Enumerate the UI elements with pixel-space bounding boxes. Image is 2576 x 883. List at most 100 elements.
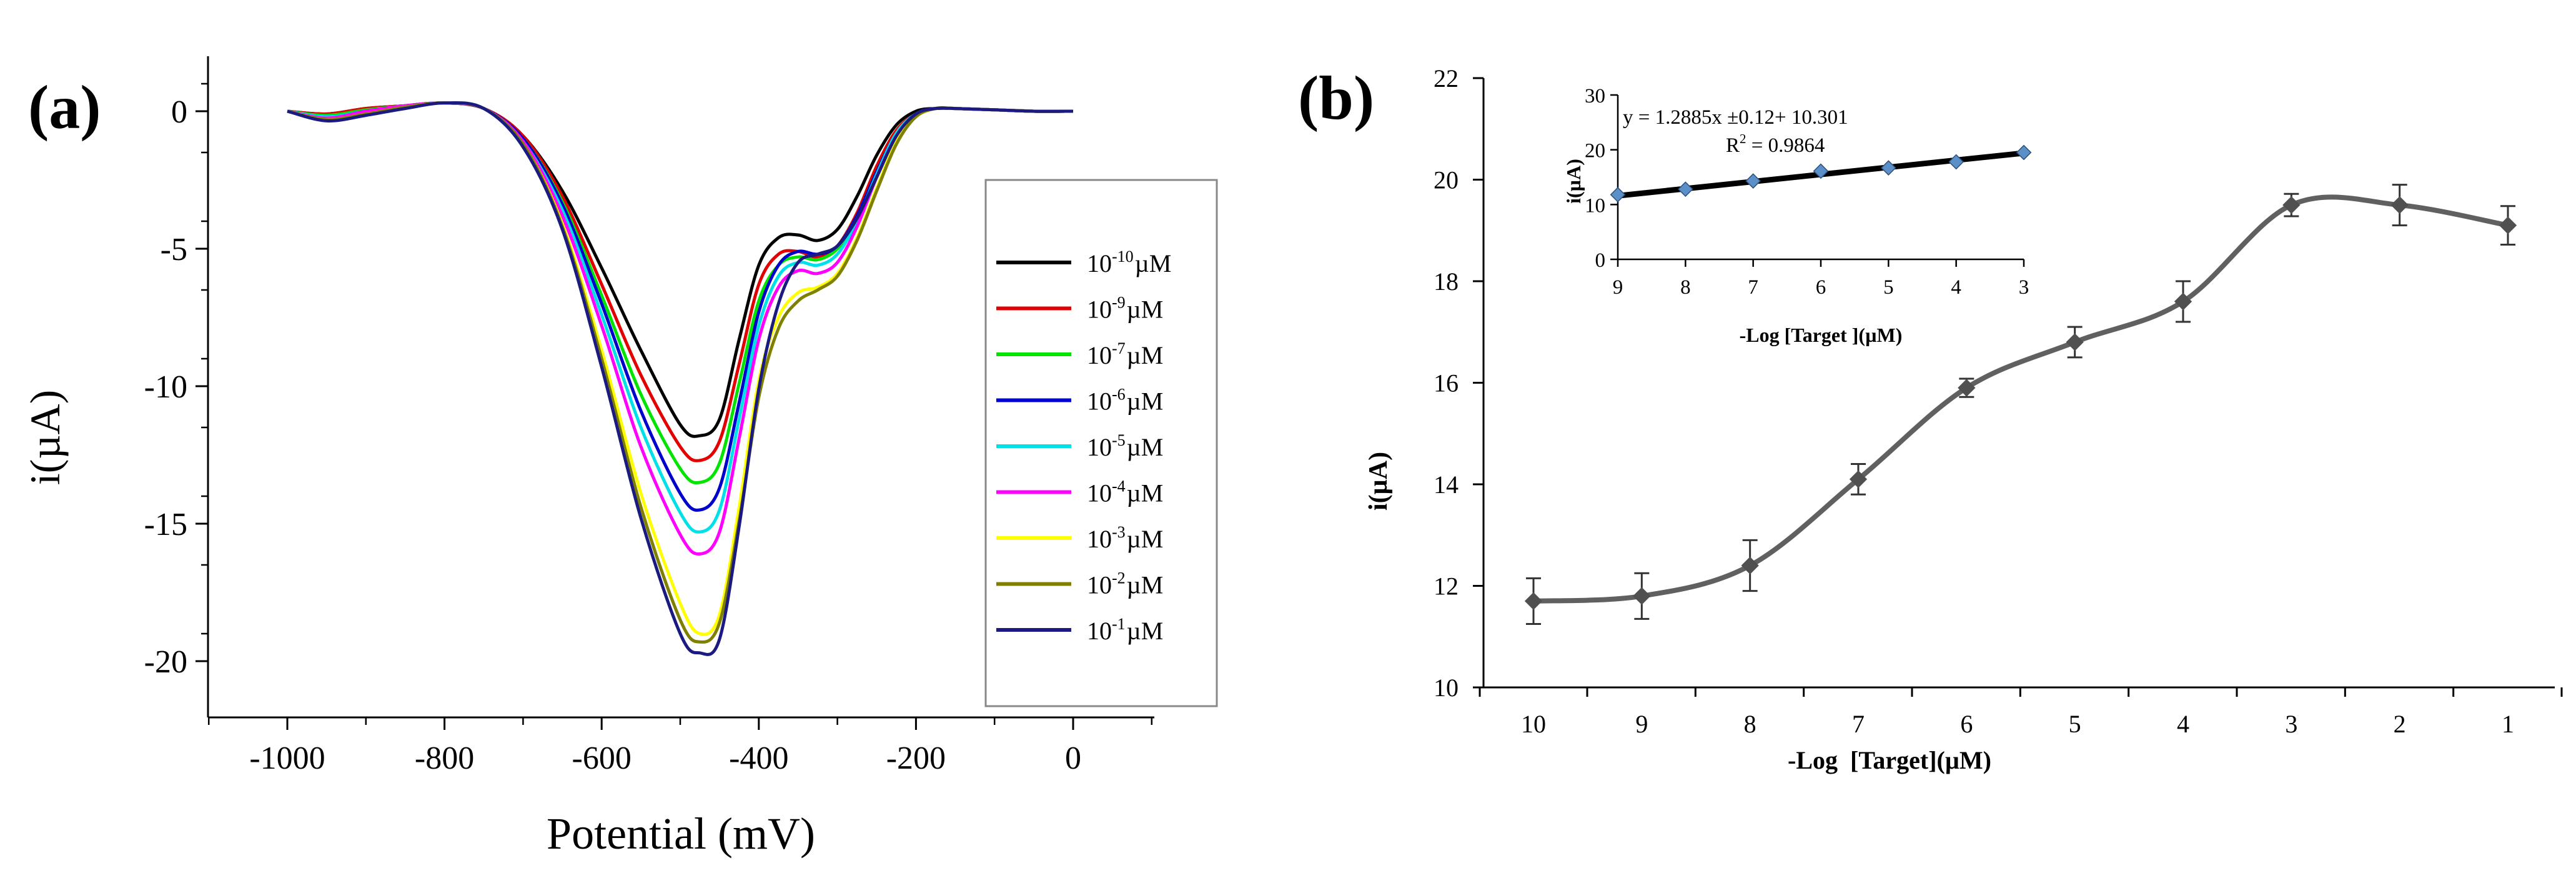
- panel-b-label: (b): [1298, 63, 1374, 132]
- y-tick-label: -20: [144, 644, 187, 680]
- panel-a-legend: 10-10µM 10-9µM 10-7µM 10-6µM 10-5µM 10-4µM 10-…: [984, 179, 1218, 707]
- inset-plot-area: [1610, 144, 2032, 202]
- inset-data-point: [1948, 154, 1964, 170]
- data-point: [1741, 556, 1759, 575]
- y-tick-label: -5: [161, 232, 187, 267]
- x-tick-label: 2: [2394, 710, 2406, 738]
- x-tick-label: 9: [1635, 710, 1648, 738]
- x-tick-label: 5: [2069, 710, 2081, 738]
- x-tick-label: 6: [1960, 710, 1973, 738]
- y-tick-label: 12: [1434, 572, 1459, 601]
- data-point: [2499, 216, 2517, 234]
- y-tick-label: 10: [1434, 674, 1459, 702]
- x-tick-label: -800: [415, 741, 474, 776]
- x-tick-label: 10: [1521, 710, 1546, 738]
- y-tick-label: 20: [1434, 166, 1459, 194]
- inset-data-point: [1880, 160, 1896, 176]
- panel-a-x-label: Potential (mV): [547, 809, 815, 859]
- inset-r-squared: R2 = 0.9864: [1726, 131, 1825, 157]
- inset-y-tick-label: 0: [1595, 249, 1606, 272]
- inset-x-tick-label: 6: [1816, 276, 1826, 299]
- x-tick-label: -1000: [249, 741, 325, 776]
- inset-x-tick-label: 8: [1680, 276, 1691, 299]
- legend-label-10-7: 10-7µM: [1087, 339, 1163, 369]
- inset-x-tick-label: 4: [1951, 276, 1961, 299]
- inset-data-point: [1610, 187, 1626, 202]
- panel-a-plot-area: [287, 101, 1074, 656]
- y-tick-label: 18: [1434, 267, 1459, 296]
- inset-data-point: [1745, 173, 1761, 189]
- inset-x-label: -Log [Target ](µM): [1740, 324, 1903, 346]
- panel-b-inset: 0 10 20 30 9 8 7 6 5 4 3 i(µA) -Log [Target ](µM)…: [1562, 85, 2032, 346]
- inset-r-squared-value: = 0.9864: [1746, 134, 1825, 157]
- inset-data-point: [2016, 144, 2032, 161]
- y-tick-label: -10: [144, 369, 187, 405]
- data-point: [1958, 379, 1976, 397]
- y-tick-label: 16: [1434, 369, 1459, 397]
- inset-y-tick-label: 10: [1585, 194, 1605, 217]
- data-point: [2390, 196, 2409, 214]
- panel-b-x-label: -Log [Target](µM): [1788, 746, 1991, 774]
- series-line-10-4: [287, 101, 1074, 556]
- inset-equation: y = 1.2885x ±0.12+ 10.301: [1623, 106, 1848, 129]
- inset-x-tick-label: 3: [2019, 276, 2029, 299]
- data-point: [2066, 333, 2084, 351]
- panel-a-label: (a): [28, 72, 101, 142]
- inset-y-ticks: 0 10 20 30: [1585, 85, 1618, 272]
- inset-data-point: [1813, 163, 1829, 179]
- panel-a-legend-box: [984, 179, 1218, 707]
- series-line-10-10: [287, 101, 1074, 438]
- inset-x-tick-label: 7: [1748, 276, 1758, 299]
- panel-a: (a) 0 -5 -10 -15 -20 -1000 -800 -600 -400 -200 0 …: [21, 56, 1218, 859]
- x-tick-label: -200: [886, 741, 946, 776]
- legend-label-10-3: 10-3µM: [1087, 523, 1163, 553]
- data-point: [1524, 592, 1543, 611]
- y-tick-label: -15: [144, 507, 187, 542]
- data-point: [2282, 196, 2301, 214]
- series-line-10-1: [287, 101, 1074, 656]
- series-line-10-3: [287, 101, 1074, 636]
- inset-y-tick-label: 20: [1585, 140, 1605, 162]
- inset-x-tick-label: 5: [1883, 276, 1894, 299]
- series-line-10-2: [287, 101, 1074, 644]
- data-point: [2174, 292, 2192, 311]
- legend-label-10-2: 10-2µM: [1087, 569, 1163, 599]
- series-line-10-9: [287, 101, 1074, 462]
- panel-b-y-ticks: 10 12 14 16 18 20 22: [1434, 64, 1484, 702]
- panel-a-x-ticks: -1000 -800 -600 -400 -200 0: [207, 717, 1153, 776]
- legend-label-10-1: 10-1µM: [1087, 615, 1163, 645]
- x-tick-label: -400: [729, 741, 788, 776]
- x-tick-label: 0: [1065, 741, 1081, 776]
- legend-label-10-4: 10-4µM: [1087, 477, 1163, 507]
- data-point: [1849, 470, 1868, 489]
- panel-a-y-ticks: 0 -5 -10 -15 -20: [144, 82, 208, 680]
- inset-y-tick-label: 30: [1585, 85, 1605, 107]
- legend-label-10-10: 10-10µM: [1087, 247, 1171, 277]
- x-tick-label: 7: [1852, 710, 1865, 738]
- inset-y-label: i(µA): [1562, 159, 1585, 204]
- inset-r-squared-letter: R: [1726, 134, 1740, 157]
- y-tick-label: 0: [171, 94, 187, 130]
- y-tick-label: 22: [1434, 64, 1459, 92]
- panel-b-y-label: i(µA): [1364, 452, 1393, 511]
- x-tick-label: 3: [2285, 710, 2297, 738]
- panel-a-y-label: i(µA): [21, 390, 69, 485]
- x-tick-label: -600: [572, 741, 632, 776]
- inset-x-ticks: 9 8 7 6 5 4 3: [1613, 259, 2029, 299]
- inset-x-tick-label: 9: [1613, 276, 1623, 299]
- x-tick-label: 1: [2502, 710, 2514, 738]
- panel-a-legend-entries: 10-10µM 10-9µM 10-7µM 10-6µM 10-5µM 10-4µM 10-…: [996, 247, 1171, 645]
- x-tick-label: 8: [1744, 710, 1756, 738]
- inset-r-squared-exp: 2: [1740, 131, 1746, 146]
- inset-data-point: [1677, 181, 1693, 197]
- panel-b-x-ticks: 10 9 8 7 6 5 4 3 2 1: [1479, 687, 2563, 738]
- data-point: [1633, 587, 1651, 605]
- legend-label-10-9: 10-9µM: [1087, 294, 1163, 324]
- panel-b-plot-area: [1524, 184, 2517, 625]
- data-curve: [1531, 194, 2510, 604]
- x-tick-label: 4: [2177, 710, 2189, 738]
- legend-label-10-6: 10-6µM: [1087, 386, 1163, 416]
- legend-label-10-5: 10-5µM: [1087, 431, 1163, 461]
